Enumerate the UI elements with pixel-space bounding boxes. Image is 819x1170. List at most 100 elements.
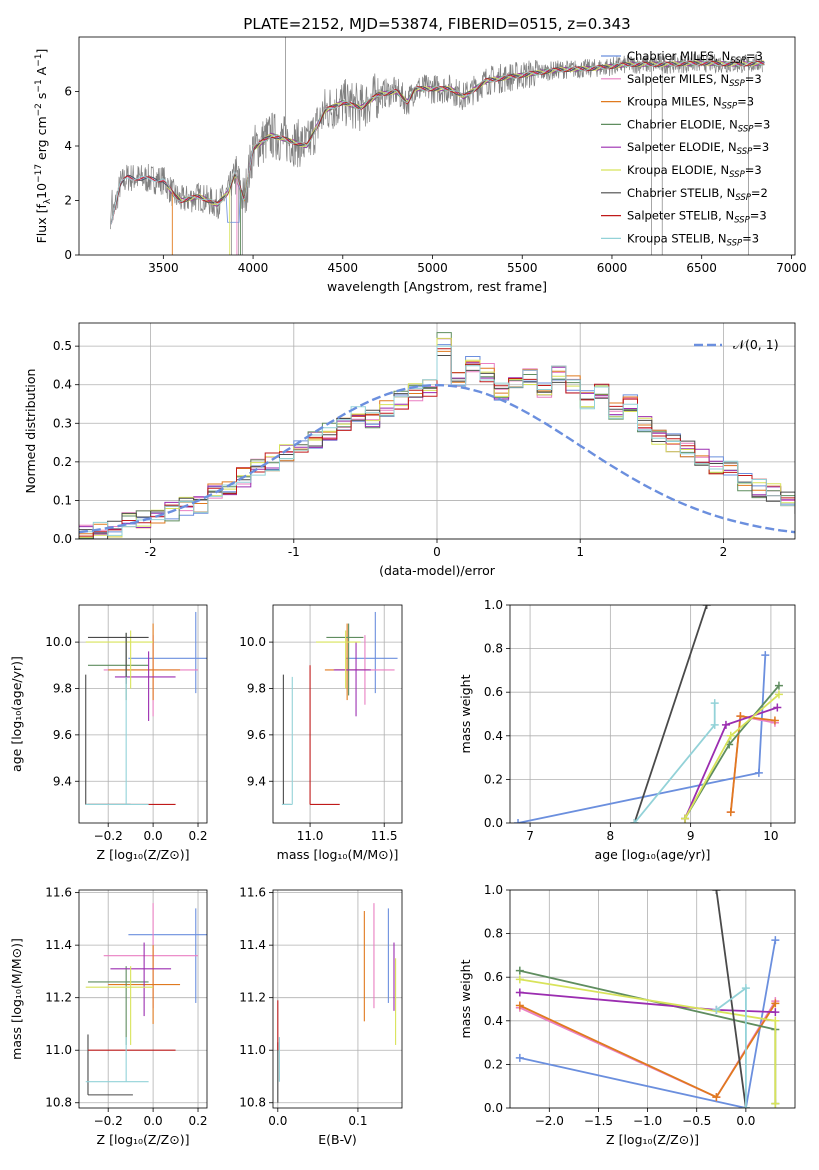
legend-label: Kroupa MILES, NSSP=3 — [627, 95, 754, 112]
subscript: λ — [43, 198, 53, 204]
residual-histogram-step — [79, 350, 795, 538]
axes-age-vs-Z: −0.2 0.0 0.2 9.4 9.6 9.8 10.0 Z [log₁₀(Z/Z⊙)] ag… — [9, 604, 208, 862]
y-axis-label: mass weight — [458, 674, 473, 753]
legend-label: Salpeter MILES, NSSP=3 — [627, 72, 762, 89]
y-tick-label: 0.8 — [484, 927, 503, 941]
y-tick-label: 0.1 — [53, 493, 72, 507]
mass-weight-marker — [736, 712, 745, 721]
y-tick-label: 0.0 — [484, 816, 503, 830]
legend-label-main: Salpeter MILES, N — [627, 72, 729, 86]
superscript: −1 — [34, 54, 44, 67]
x-tick-label: −1.0 — [633, 1114, 662, 1128]
axes-massweight-vs-Z: −2.0 −1.5 −1.0 −0.5 0.0 0.0 0.2 0.4 0.6 0.8 1.0 Z [… — [458, 883, 796, 1147]
x-axis-label: mass [log₁₀(M/M⊙)] — [277, 847, 399, 862]
axes-residuals: -2 -1 0 1 2 0.0 0.1 0.2 0.3 0.4 0.5 (data-model)/er… — [23, 322, 796, 578]
legend-label-main: Chabrier MILES, N — [627, 49, 730, 63]
y-tick-label: 9.4 — [247, 774, 266, 788]
legend-label: 𝒩(0, 1) — [733, 337, 779, 352]
x-tick-label: −1.5 — [584, 1114, 613, 1128]
axes-frame — [272, 604, 403, 824]
y-tick-label: 0.4 — [484, 1014, 503, 1028]
y-tick-label: 10.0 — [45, 635, 72, 649]
mass-weight-marker — [515, 988, 524, 997]
x-tick-label: 2 — [720, 545, 728, 559]
legend-label-sub: SSP — [735, 193, 751, 203]
model-spectrum-line — [166, 60, 765, 207]
x-tick-label: 3500 — [148, 261, 179, 275]
x-tick-label: 7 — [526, 829, 534, 843]
x-tick-label: 0.1 — [348, 1114, 367, 1128]
x-tick-label: 6000 — [597, 261, 628, 275]
mass-weight-marker — [721, 720, 730, 729]
axes-frame — [509, 889, 796, 1109]
y-tick-label: 1.0 — [484, 598, 503, 612]
mass-weight-marker — [712, 890, 721, 894]
superscript: −2 — [34, 103, 44, 116]
residual-histogram-step — [79, 338, 795, 535]
mass-weight-marker — [770, 716, 779, 725]
legend-label-tail: =2 — [751, 186, 768, 200]
x-axis-label: E(B-V) — [318, 1132, 357, 1147]
mass-weight-marker — [771, 999, 780, 1008]
mass-weight-marker — [774, 690, 783, 699]
plot-area — [85, 903, 207, 1096]
y-tick-label: 10.8 — [239, 1096, 266, 1110]
plot-area — [79, 332, 795, 539]
legend-label-tail: =3 — [753, 117, 770, 131]
x-tick-label: 11.5 — [371, 829, 398, 843]
legend-label-tail: =3 — [746, 49, 763, 63]
legend-label-main: Kroupa ELODIE, N — [627, 163, 729, 177]
y-tick-label: 0 — [64, 248, 72, 262]
y-tick-label: 0.0 — [484, 1101, 503, 1115]
x-tick-label: 0.0 — [144, 829, 163, 843]
y-tick-label: 10.8 — [45, 1096, 72, 1110]
legend-label-sub: SSP — [727, 238, 743, 248]
label-part: Flux [f — [34, 204, 49, 244]
x-tick-label: 6500 — [686, 261, 717, 275]
mass-weight-marker — [712, 1093, 721, 1102]
legend-label-main: Chabrier STELIB, N — [627, 186, 735, 200]
plot-area — [277, 903, 397, 1103]
y-axis-label: mass weight — [458, 959, 473, 1038]
plot-area — [515, 890, 780, 1108]
legend-label-main: Chabrier ELODIE, N — [627, 117, 738, 131]
y-tick-label: 0.4 — [484, 729, 503, 743]
mass-weight-line — [633, 605, 708, 823]
plot-area — [514, 605, 783, 823]
y-tick-label: 9.8 — [53, 681, 72, 695]
label-part: s — [34, 93, 49, 104]
residual-histogram-step — [79, 345, 795, 536]
mass-weight-marker — [702, 605, 711, 609]
y-tick-label: 11.0 — [239, 1043, 266, 1057]
y-tick-label: 6 — [64, 85, 72, 99]
y-tick-label: 11.2 — [45, 991, 72, 1005]
mass-weight-marker — [515, 966, 524, 975]
legend-label: Kroupa STELIB, NSSP=3 — [627, 231, 759, 248]
mass-weight-marker — [630, 819, 639, 823]
y-tick-label: 0.2 — [484, 1057, 503, 1071]
residual-histogram-step — [79, 355, 795, 539]
axes-frame — [78, 322, 796, 540]
y-tick-label: 4 — [64, 139, 72, 153]
x-tick-label: 4500 — [328, 261, 359, 275]
y-tick-label: 11.0 — [45, 1043, 72, 1057]
y-tick-label: 11.2 — [239, 991, 266, 1005]
plot-area — [281, 611, 398, 805]
legend-label-sub: SSP — [729, 170, 745, 180]
x-tick-label: 0.0 — [144, 1114, 163, 1128]
y-tick-label: 0.0 — [53, 532, 72, 546]
axes-mass-vs-ebv: 0.0 0.1 10.8 11.0 11.2 11.4 11.6 E(B-V) — [239, 886, 403, 1147]
label-part: A — [34, 66, 49, 79]
legend-label-sub: SSP — [730, 56, 746, 66]
x-axis-label: Z [log₁₀(Z/Z⊙)] — [606, 1132, 699, 1147]
x-tick-label: 4000 — [238, 261, 269, 275]
x-tick-label: 8 — [607, 829, 615, 843]
x-tick-label: 0 — [433, 545, 441, 559]
x-tick-label: 10 — [763, 829, 778, 843]
plot-area — [85, 611, 207, 805]
x-axis-label: (data-model)/error — [379, 563, 496, 578]
normal-distribution-curve — [79, 383, 795, 534]
legend-label-sub: SSP — [738, 124, 754, 134]
label-part: ] — [34, 49, 49, 54]
